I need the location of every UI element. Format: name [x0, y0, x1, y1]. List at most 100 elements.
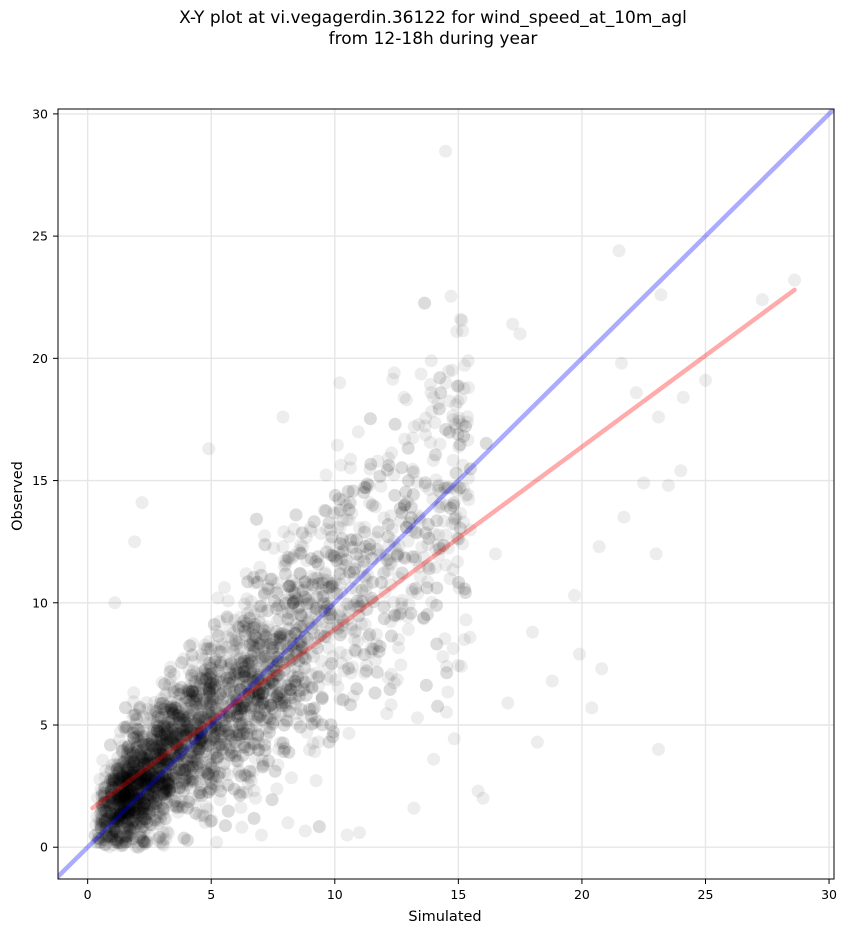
- data-point: [445, 517, 459, 531]
- data-point: [127, 821, 141, 835]
- data-point: [279, 656, 293, 670]
- data-point: [270, 658, 284, 672]
- data-point: [249, 659, 263, 673]
- data-point: [137, 738, 151, 752]
- data-point: [117, 779, 130, 793]
- data-point: [146, 782, 159, 796]
- x-axis-label: Simulated: [408, 909, 481, 925]
- x-tick-label: 10: [327, 887, 343, 902]
- data-point: [452, 414, 466, 428]
- data-point: [134, 791, 148, 805]
- data-point: [193, 719, 207, 733]
- data-point: [164, 702, 178, 716]
- data-point: [121, 742, 135, 756]
- data-point: [333, 521, 347, 535]
- data-point: [134, 789, 147, 803]
- data-point: [290, 623, 304, 637]
- data-point: [202, 442, 216, 456]
- x-tick-label: 0: [84, 887, 92, 902]
- data-point: [308, 636, 322, 650]
- data-point: [278, 554, 291, 567]
- data-point: [229, 668, 243, 682]
- data-point: [138, 724, 152, 738]
- data-point: [408, 525, 422, 539]
- data-point: [592, 540, 606, 554]
- data-point: [225, 748, 239, 762]
- data-point: [156, 825, 170, 839]
- data-point: [174, 746, 187, 760]
- data-point: [204, 814, 218, 828]
- data-point: [121, 829, 135, 843]
- data-point: [143, 764, 157, 778]
- data-point: [172, 741, 186, 755]
- data-point: [151, 753, 165, 767]
- data-point: [243, 764, 257, 778]
- data-point: [244, 682, 258, 696]
- data-point: [407, 801, 421, 815]
- data-point: [109, 833, 123, 847]
- data-point: [252, 736, 265, 750]
- data-point: [214, 695, 228, 709]
- data-point: [142, 745, 156, 759]
- data-point: [274, 627, 288, 641]
- data-point: [124, 828, 138, 841]
- data-point: [146, 790, 160, 804]
- data-point: [158, 719, 172, 733]
- data-point: [147, 723, 161, 737]
- data-point: [158, 677, 172, 691]
- data-point: [349, 645, 363, 659]
- data-point: [353, 521, 366, 535]
- data-point: [439, 499, 453, 513]
- data-point: [320, 522, 334, 536]
- data-point: [214, 710, 228, 723]
- data-point: [661, 478, 675, 492]
- data-point: [124, 791, 137, 805]
- data-point: [154, 748, 168, 762]
- data-point: [113, 803, 127, 817]
- data-point: [387, 595, 400, 609]
- data-point: [180, 752, 194, 766]
- data-point: [232, 636, 246, 650]
- data-point: [206, 673, 220, 687]
- data-point: [373, 639, 387, 653]
- data-point: [446, 453, 460, 467]
- data-point: [110, 791, 124, 805]
- data-point: [136, 710, 150, 723]
- data-point: [424, 386, 438, 399]
- x-tick-label: 25: [698, 887, 714, 902]
- data-point: [418, 476, 432, 490]
- data-point: [281, 588, 295, 602]
- data-point: [254, 690, 268, 703]
- data-point: [573, 647, 586, 661]
- data-point: [125, 820, 139, 834]
- data-point: [148, 770, 162, 784]
- data-point: [161, 785, 175, 799]
- data-point: [301, 614, 315, 628]
- data-point: [186, 637, 200, 651]
- data-point: [155, 747, 169, 761]
- data-point: [91, 835, 105, 849]
- data-point: [374, 576, 388, 589]
- data-point: [387, 534, 401, 548]
- data-point: [456, 324, 470, 338]
- data-point: [135, 838, 149, 852]
- data-point: [271, 643, 285, 657]
- data-point: [251, 683, 265, 697]
- data-point: [249, 791, 262, 805]
- data-point: [215, 741, 229, 755]
- data-point: [292, 689, 306, 703]
- data-point: [228, 749, 242, 763]
- data-point: [170, 751, 184, 765]
- data-point: [153, 835, 167, 849]
- data-point: [205, 709, 219, 723]
- data-point: [387, 676, 401, 690]
- data-point: [441, 685, 455, 699]
- data-point: [244, 662, 258, 676]
- data-point: [109, 835, 123, 849]
- data-point: [291, 580, 305, 594]
- data-point: [126, 709, 140, 722]
- data-point: [321, 660, 335, 674]
- data-point: [233, 671, 247, 685]
- data-point: [266, 655, 280, 669]
- data-point: [185, 704, 199, 718]
